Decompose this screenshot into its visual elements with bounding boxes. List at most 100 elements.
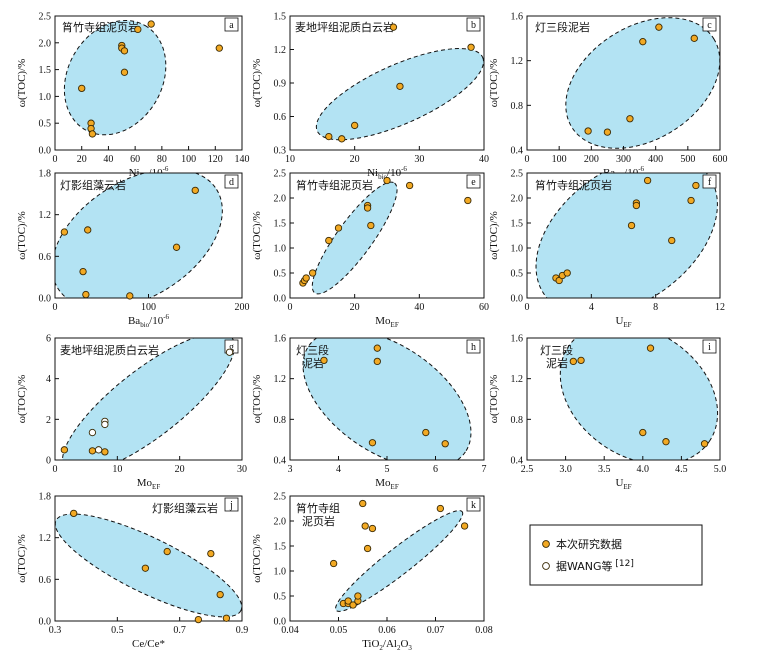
data-point: [359, 499, 367, 508]
x-tick-label: 5.0: [714, 464, 727, 475]
data-point: [70, 509, 78, 518]
data-point: [349, 601, 357, 609]
x-tick-label: 12: [715, 302, 725, 313]
y-tick-label: 0.6: [39, 252, 52, 263]
data-point: [302, 274, 310, 282]
panel-letter: f: [708, 177, 712, 188]
data-point: [363, 204, 372, 212]
panel-title: 泥岩: [546, 356, 568, 370]
data-point: [441, 440, 449, 448]
x-tick-label: 0.08: [475, 625, 493, 636]
x-tick-label: 100: [141, 302, 156, 313]
panel-title: 灯影组藻云岩: [152, 501, 218, 515]
legend-label: 本次研究数据: [556, 537, 622, 551]
data-point: [368, 524, 377, 533]
data-point: [690, 34, 698, 42]
data-point: [344, 597, 352, 605]
plot-frame: [526, 337, 721, 461]
data-point: [101, 448, 109, 456]
y-tick-label: 0.8: [511, 101, 524, 112]
y-tick-label: 0.5: [39, 119, 52, 130]
data-point: [584, 127, 592, 135]
x-tick-label: 30: [414, 154, 424, 165]
data-point: [464, 196, 472, 205]
data-point: [563, 269, 571, 277]
y-tick-label: 2.5: [39, 12, 52, 23]
x-tick-label: 200: [235, 302, 250, 313]
x-tick-label: 0.7: [173, 625, 186, 636]
y-tick-label: 0.6: [274, 112, 287, 123]
y-tick-label: 1.2: [511, 56, 524, 67]
x-tick-label: 40: [103, 154, 113, 165]
data-point: [308, 269, 317, 277]
y-axis-label: ω(TOC)/%: [488, 375, 500, 424]
data-point: [577, 356, 585, 365]
x-tick-label: 4.5: [675, 464, 688, 475]
data-point: [627, 221, 636, 230]
data-point: [467, 43, 475, 51]
panel-letter: g: [229, 342, 234, 353]
y-axis-label: ω(TOC)/%: [251, 534, 263, 583]
y-tick-label: 2.0: [511, 194, 524, 205]
x-tick-label: 100: [552, 154, 567, 165]
y-tick-label: 4: [46, 374, 51, 385]
y-tick-label: 1.0: [511, 244, 524, 255]
panel-title: 筲竹寺组泥页岩: [535, 178, 612, 192]
y-tick-label: 1.6: [511, 12, 524, 23]
x-tick-label: 10: [112, 464, 122, 475]
data-point: [643, 176, 652, 185]
chart-c: 01002003004005006000.40.81.21.6ω(TOC)/%B…: [488, 12, 728, 182]
data-point: [134, 25, 142, 34]
data-point: [389, 23, 398, 31]
y-tick-label: 0.0: [511, 294, 524, 305]
data-point: [363, 544, 372, 553]
y-tick-label: 1.2: [39, 533, 52, 544]
x-tick-label: 0.05: [330, 625, 348, 636]
data-point: [396, 82, 404, 91]
data-point: [120, 68, 129, 76]
x-axis-label: Babio/10-6: [128, 313, 170, 329]
chart-d: 0 100 200 0.0 0.6 1.2 1.8 ω(TOC)/% Babio/10-6 d 灯影…: [16, 169, 250, 330]
chart-h: 3 4 5 6 7 0.4 0.8 1.2 1.6 ω(TOC)/% MoEF h 灯三段泥岩: [251, 334, 487, 492]
y-tick-label: 1.2: [511, 374, 524, 385]
trend-ellipse: [55, 173, 223, 298]
x-tick-label: 40: [414, 302, 424, 313]
x-tick-label: 2.5: [521, 464, 534, 475]
trend-ellipse: [315, 48, 484, 141]
y-tick-label: 2.0: [274, 517, 287, 528]
panel-title: 灯三段泥岩: [535, 20, 590, 34]
data-point: [632, 201, 641, 210]
panel-title: 麦地坪组泥质白云岩: [295, 20, 394, 34]
y-tick-label: 1.5: [511, 219, 524, 230]
panel-title: 灯三段: [296, 343, 329, 357]
x-tick-label: 140: [235, 154, 250, 165]
panel-letter-box: [466, 497, 481, 512]
x-tick-label: 20: [350, 154, 360, 165]
data-point: [436, 504, 444, 513]
data-point: [325, 132, 333, 141]
x-tick-label: 6: [433, 464, 438, 475]
data-point: [215, 44, 223, 52]
x-tick-label: 0.5: [111, 625, 124, 636]
panel-letter: i: [708, 342, 711, 353]
x-tick-label: 0.9: [236, 625, 249, 636]
x-tick-label: 400: [648, 154, 663, 165]
plot-frame: [526, 172, 721, 299]
data-point: [361, 522, 369, 530]
chart-b: 10 20 30 400.30.60.91.21.5ω(TOC)/%Nibio/10-…: [251, 12, 489, 182]
x-tick-label: 60: [479, 302, 489, 313]
data-point-open: [94, 446, 103, 454]
x-tick-label: 0: [288, 302, 293, 313]
legend-label: 据WANG等 [12]: [556, 559, 634, 573]
data-point: [692, 181, 700, 190]
data-point: [351, 121, 359, 130]
x-tick-label: 0.07: [427, 625, 445, 636]
panel-letter-box: [702, 17, 717, 32]
y-axis-label: ω(TOC)/%: [16, 534, 28, 583]
panel-letter-box: [466, 174, 481, 189]
data-point: [422, 428, 430, 437]
x-tick-label: 20: [175, 464, 185, 475]
y-tick-label: 2.5: [511, 169, 524, 180]
y-tick-label: 2.0: [39, 38, 52, 49]
panel-title: 灯三段: [540, 343, 573, 357]
